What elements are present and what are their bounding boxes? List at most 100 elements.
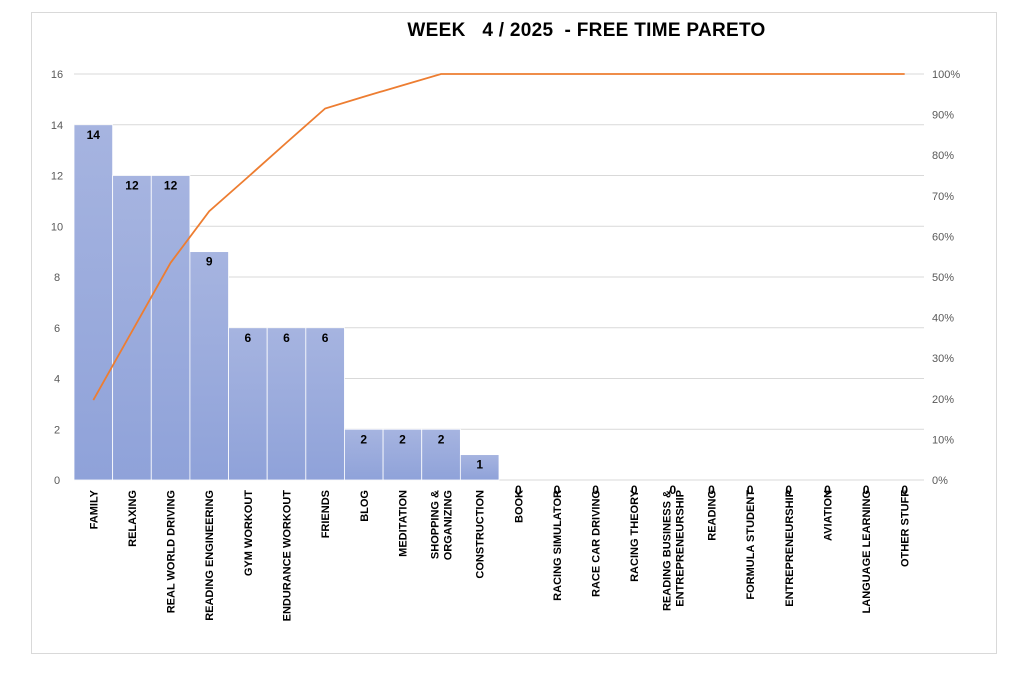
x-category-text: READING ENGINEERING [204,490,216,621]
x-category-label: READING ENGINEERING [204,490,216,621]
x-category-label: CONSTRUCTION [475,490,487,579]
x-category-text: READING BUSINESS & [661,490,673,611]
data-label: 0 [901,483,908,497]
x-category-text: RACING THEORY [629,489,641,582]
x-category-label: RELAXING [127,490,139,547]
x-category-text: FAMILY [88,489,100,529]
y2-tick-label: 40% [932,313,954,325]
y2-tick-label: 20% [932,394,954,406]
bar [421,428,461,481]
x-category-text: ORGANIZING [443,490,455,560]
y-tick-label: 12 [51,171,63,183]
y-tick-label: 4 [54,374,60,386]
bar [305,327,345,481]
data-label: 9 [206,255,213,269]
data-label: 2 [360,432,367,446]
data-label: 0 [670,483,677,497]
bar [150,175,191,481]
x-category-label: LANGUAGE LEARNING [861,490,873,613]
x-category-text: GYM WORKOUT [243,490,255,576]
y-tick-label: 8 [54,272,60,284]
bar [382,428,423,481]
x-category-text: BOOK [513,490,525,523]
data-label: 12 [164,179,178,193]
x-category-label: BOOK [513,490,525,523]
data-label: 1 [476,458,483,472]
chart-frame [31,12,997,654]
x-category-text: AVIATION [822,490,834,541]
y-tick-label: 0 [54,475,60,487]
data-label: 0 [631,483,638,497]
x-category-label: AVIATION [822,490,834,541]
x-category-label: READING [707,490,719,541]
y-axis-right: 0% 10% 20% 30% 40% 50% 60% 70% 80% 90% 100% [932,69,960,487]
chart-title: WEEK 4 / 2025 - FREE TIME PARETO [407,20,766,41]
bar [73,124,114,481]
data-label: 14 [87,128,101,142]
y2-tick-label: 90% [932,110,954,122]
x-category-text: SHOPPING & [430,490,442,559]
x-category-label: FORMULA STUDENT [745,490,757,600]
x-category-label: ENDURANCE WORKOUT [282,490,294,622]
x-category-label: SHOPPING & ORGANIZING [430,490,455,560]
data-label: 2 [399,432,406,446]
data-label: 0 [592,483,599,497]
data-label: 0 [515,483,522,497]
bar [344,428,384,481]
x-category-text: ENDURANCE WORKOUT [282,490,294,622]
x-category-label: FRIENDS [320,490,332,538]
x-category-label: RACING SIMULATOR [552,490,564,601]
bar [189,251,229,481]
x-category-text: LANGUAGE LEARNING [861,490,873,613]
x-category-text: ENTREPRENEURSHIP [674,490,686,607]
y2-tick-label: 80% [932,150,954,162]
x-category-text: REAL WORLD DRIVING [166,490,178,613]
y2-tick-label: 100% [932,69,960,81]
x-category-text: READING [707,490,719,541]
x-category-label: BLOG [359,490,371,522]
y-tick-label: 16 [51,69,63,81]
data-label: 0 [554,483,561,497]
x-category-label: FAMILY [88,489,100,529]
bar [266,327,307,481]
data-label: 0 [708,483,715,497]
data-labels: 14 12 12 9 6 6 6 2 2 2 1 0 0 0 0 0 0 0 0 0 0 0 [87,128,909,497]
y-tick-label: 6 [54,323,60,335]
data-label: 0 [785,483,792,497]
x-category-text: RACING SIMULATOR [552,490,564,601]
y2-tick-label: 60% [932,231,954,243]
x-category-label: GYM WORKOUT [243,490,255,576]
x-category-text: FRIENDS [320,490,332,538]
x-category-label: READING BUSINESS & ENTREPRENEURSHIP [661,490,686,611]
data-label: 0 [747,483,754,497]
cumulative-percent-line [92,73,905,401]
bars [73,124,500,481]
x-category-label: REAL WORLD DRIVING [166,490,178,613]
y2-tick-label: 0% [932,475,948,487]
x-category-text: OTHER STUFF [900,490,912,567]
x-category-text: ENTREPRENEURSHIP [784,490,796,607]
y-tick-label: 14 [51,120,63,132]
y-tick-label: 10 [51,221,63,233]
y-tick-label: 2 [54,424,60,436]
data-label: 2 [438,432,445,446]
data-label: 6 [322,331,329,345]
x-axis: FAMILY RELAXING REAL WORLD DRIVING READING … [88,489,911,621]
x-category-text: BLOG [359,490,371,522]
data-label: 0 [863,483,870,497]
cumulative-line [92,73,905,401]
data-label: 0 [824,483,831,497]
x-category-text: RELAXING [127,490,139,547]
x-category-text: RACE CAR DRIVING [591,490,603,597]
y2-tick-label: 30% [932,353,954,365]
x-category-text: FORMULA STUDENT [745,490,757,600]
y2-tick-label: 10% [932,434,954,446]
bar [459,454,500,481]
data-label: 12 [125,179,139,193]
x-category-label: ENTREPRENEURSHIP [784,490,796,607]
y2-tick-label: 70% [932,191,954,203]
x-category-label: MEDITATION [397,490,409,557]
x-category-text: CONSTRUCTION [475,490,487,579]
data-label: 6 [245,331,252,345]
